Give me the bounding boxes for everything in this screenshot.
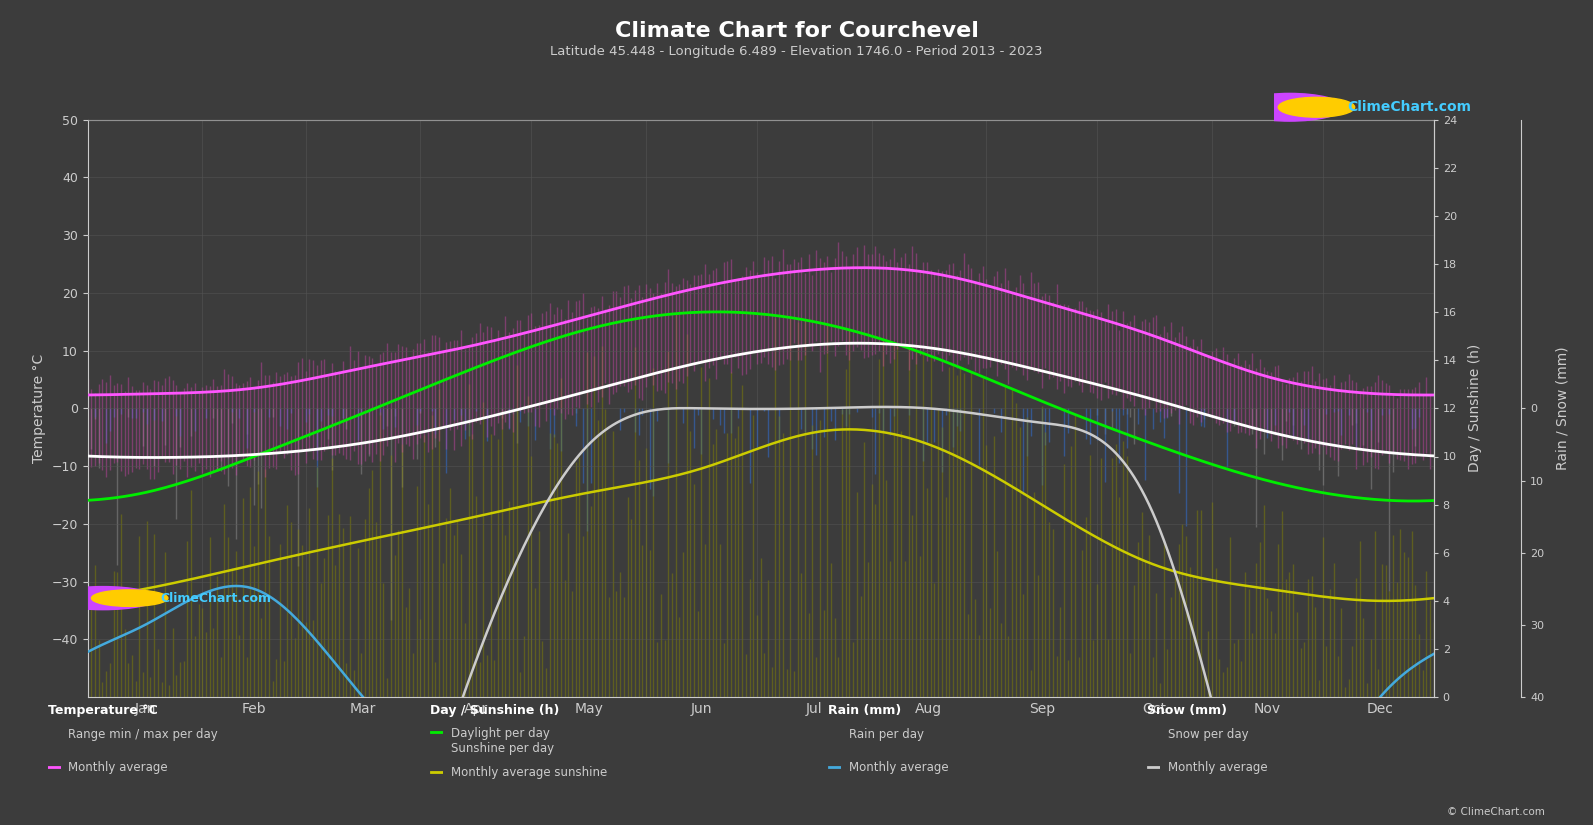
Text: © ClimeChart.com: © ClimeChart.com [1448, 807, 1545, 817]
Text: Daylight per day: Daylight per day [451, 727, 550, 740]
Text: Range min / max per day: Range min / max per day [68, 728, 218, 742]
Text: Monthly average: Monthly average [849, 761, 949, 775]
Circle shape [91, 590, 167, 606]
Text: ClimeChart.com: ClimeChart.com [161, 592, 271, 605]
Circle shape [1236, 93, 1343, 121]
Text: Monthly average sunshine: Monthly average sunshine [451, 766, 607, 780]
Text: Monthly average: Monthly average [1168, 761, 1268, 775]
Text: Climate Chart for Courchevel: Climate Chart for Courchevel [615, 21, 978, 40]
Text: Day / Sunshine (h): Day / Sunshine (h) [430, 704, 559, 717]
Y-axis label: Temperature °C: Temperature °C [32, 354, 46, 463]
Text: Snow per day: Snow per day [1168, 728, 1249, 742]
Y-axis label: Day / Sunshine (h): Day / Sunshine (h) [1469, 344, 1481, 473]
Circle shape [49, 587, 156, 610]
Text: Rain (mm): Rain (mm) [828, 704, 902, 717]
Text: Rain per day: Rain per day [849, 728, 924, 742]
Text: Monthly average: Monthly average [68, 761, 169, 775]
Text: Sunshine per day: Sunshine per day [451, 742, 554, 756]
Text: ClimeChart.com: ClimeChart.com [1348, 101, 1470, 114]
Text: Latitude 45.448 - Longitude 6.489 - Elevation 1746.0 - Period 2013 - 2023: Latitude 45.448 - Longitude 6.489 - Elev… [550, 45, 1043, 59]
Y-axis label: Rain / Snow (mm): Rain / Snow (mm) [1555, 346, 1569, 470]
Text: Snow (mm): Snow (mm) [1147, 704, 1227, 717]
Circle shape [1278, 97, 1354, 117]
Text: Temperature °C: Temperature °C [48, 704, 158, 717]
